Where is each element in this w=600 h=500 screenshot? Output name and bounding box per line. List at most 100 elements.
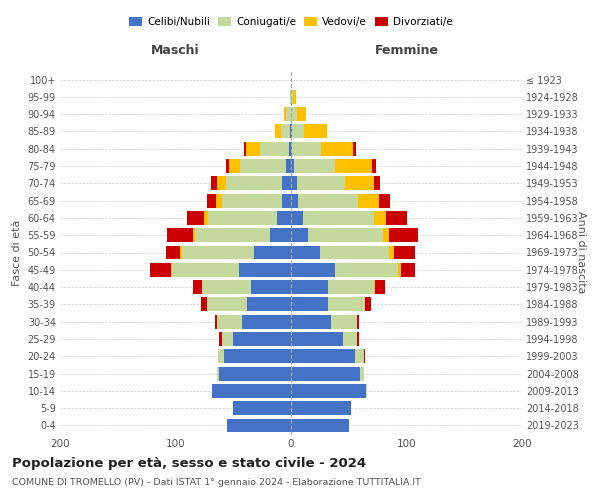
Bar bbox=[187, 211, 205, 225]
Bar bbox=[222, 332, 233, 346]
Bar bbox=[216, 194, 222, 207]
Bar bbox=[291, 211, 302, 225]
Bar bbox=[386, 211, 407, 225]
Bar bbox=[291, 159, 295, 173]
Bar bbox=[286, 107, 291, 121]
Bar bbox=[374, 211, 386, 225]
Bar bbox=[398, 263, 401, 276]
Bar bbox=[275, 124, 281, 138]
Bar bbox=[291, 350, 355, 363]
Legend: Celibi/Nubili, Coniugati/e, Vedovi/e, Divorziati/e: Celibi/Nubili, Coniugati/e, Vedovi/e, Di… bbox=[130, 17, 452, 27]
Bar bbox=[201, 298, 206, 312]
Bar bbox=[212, 384, 291, 398]
Bar bbox=[328, 298, 365, 312]
Bar bbox=[206, 298, 247, 312]
Bar bbox=[389, 228, 418, 242]
Bar bbox=[167, 228, 193, 242]
Bar bbox=[304, 124, 327, 138]
Bar bbox=[291, 263, 335, 276]
Text: Maschi: Maschi bbox=[151, 44, 200, 57]
Bar bbox=[366, 384, 367, 398]
Bar bbox=[291, 124, 292, 138]
Bar bbox=[246, 142, 260, 156]
Bar bbox=[220, 332, 222, 346]
Bar bbox=[254, 246, 291, 260]
Bar bbox=[335, 159, 372, 173]
Bar bbox=[291, 402, 351, 415]
Bar bbox=[239, 263, 291, 276]
Bar bbox=[284, 107, 286, 121]
Bar bbox=[292, 142, 321, 156]
Bar bbox=[195, 228, 270, 242]
Bar bbox=[291, 366, 360, 380]
Bar bbox=[291, 246, 320, 260]
Bar bbox=[227, 418, 291, 432]
Bar bbox=[202, 280, 251, 294]
Bar bbox=[394, 246, 415, 260]
Bar bbox=[282, 194, 291, 207]
Bar bbox=[364, 350, 365, 363]
Bar bbox=[345, 176, 374, 190]
Bar bbox=[353, 142, 356, 156]
Bar bbox=[360, 366, 364, 380]
Bar bbox=[297, 176, 345, 190]
Bar bbox=[229, 159, 240, 173]
Bar bbox=[355, 350, 364, 363]
Bar bbox=[292, 124, 304, 138]
Bar bbox=[242, 315, 291, 328]
Bar bbox=[211, 176, 217, 190]
Bar bbox=[218, 350, 224, 363]
Bar bbox=[222, 194, 282, 207]
Bar bbox=[240, 159, 286, 173]
Bar bbox=[215, 315, 217, 328]
Bar bbox=[233, 332, 291, 346]
Bar bbox=[295, 159, 335, 173]
Text: Femmine: Femmine bbox=[374, 44, 439, 57]
Bar bbox=[293, 90, 296, 104]
Bar bbox=[217, 176, 226, 190]
Bar bbox=[291, 418, 349, 432]
Bar bbox=[277, 211, 291, 225]
Y-axis label: Fasce di età: Fasce di età bbox=[12, 220, 22, 286]
Bar bbox=[372, 159, 376, 173]
Bar bbox=[308, 228, 383, 242]
Bar bbox=[172, 263, 239, 276]
Bar bbox=[270, 228, 291, 242]
Bar bbox=[282, 176, 291, 190]
Text: Popolazione per età, sesso e stato civile - 2024: Popolazione per età, sesso e stato civil… bbox=[12, 458, 366, 470]
Bar bbox=[182, 246, 254, 260]
Bar bbox=[291, 332, 343, 346]
Bar bbox=[166, 246, 180, 260]
Bar bbox=[379, 194, 391, 207]
Bar bbox=[297, 107, 306, 121]
Bar bbox=[389, 246, 394, 260]
Bar bbox=[335, 263, 398, 276]
Bar bbox=[321, 142, 353, 156]
Bar bbox=[343, 332, 357, 346]
Bar bbox=[291, 280, 328, 294]
Bar bbox=[208, 211, 277, 225]
Bar bbox=[244, 142, 246, 156]
Bar bbox=[291, 176, 297, 190]
Bar bbox=[217, 315, 242, 328]
Bar bbox=[291, 142, 292, 156]
Bar bbox=[226, 176, 282, 190]
Bar bbox=[357, 315, 359, 328]
Y-axis label: Anni di nascita: Anni di nascita bbox=[576, 211, 586, 294]
Bar bbox=[291, 194, 298, 207]
Bar bbox=[150, 263, 171, 276]
Bar bbox=[251, 280, 291, 294]
Bar bbox=[291, 384, 366, 398]
Bar bbox=[205, 211, 208, 225]
Bar bbox=[281, 124, 290, 138]
Bar bbox=[171, 263, 172, 276]
Bar bbox=[365, 298, 371, 312]
Bar bbox=[180, 246, 182, 260]
Bar bbox=[286, 159, 291, 173]
Bar bbox=[226, 159, 229, 173]
Bar bbox=[217, 366, 220, 380]
Bar bbox=[291, 90, 293, 104]
Bar bbox=[374, 280, 376, 294]
Text: COMUNE DI TROMELLO (PV) - Dati ISTAT 1° gennaio 2024 - Elaborazione TUTTITALIA.I: COMUNE DI TROMELLO (PV) - Dati ISTAT 1° … bbox=[12, 478, 421, 487]
Bar bbox=[193, 228, 195, 242]
